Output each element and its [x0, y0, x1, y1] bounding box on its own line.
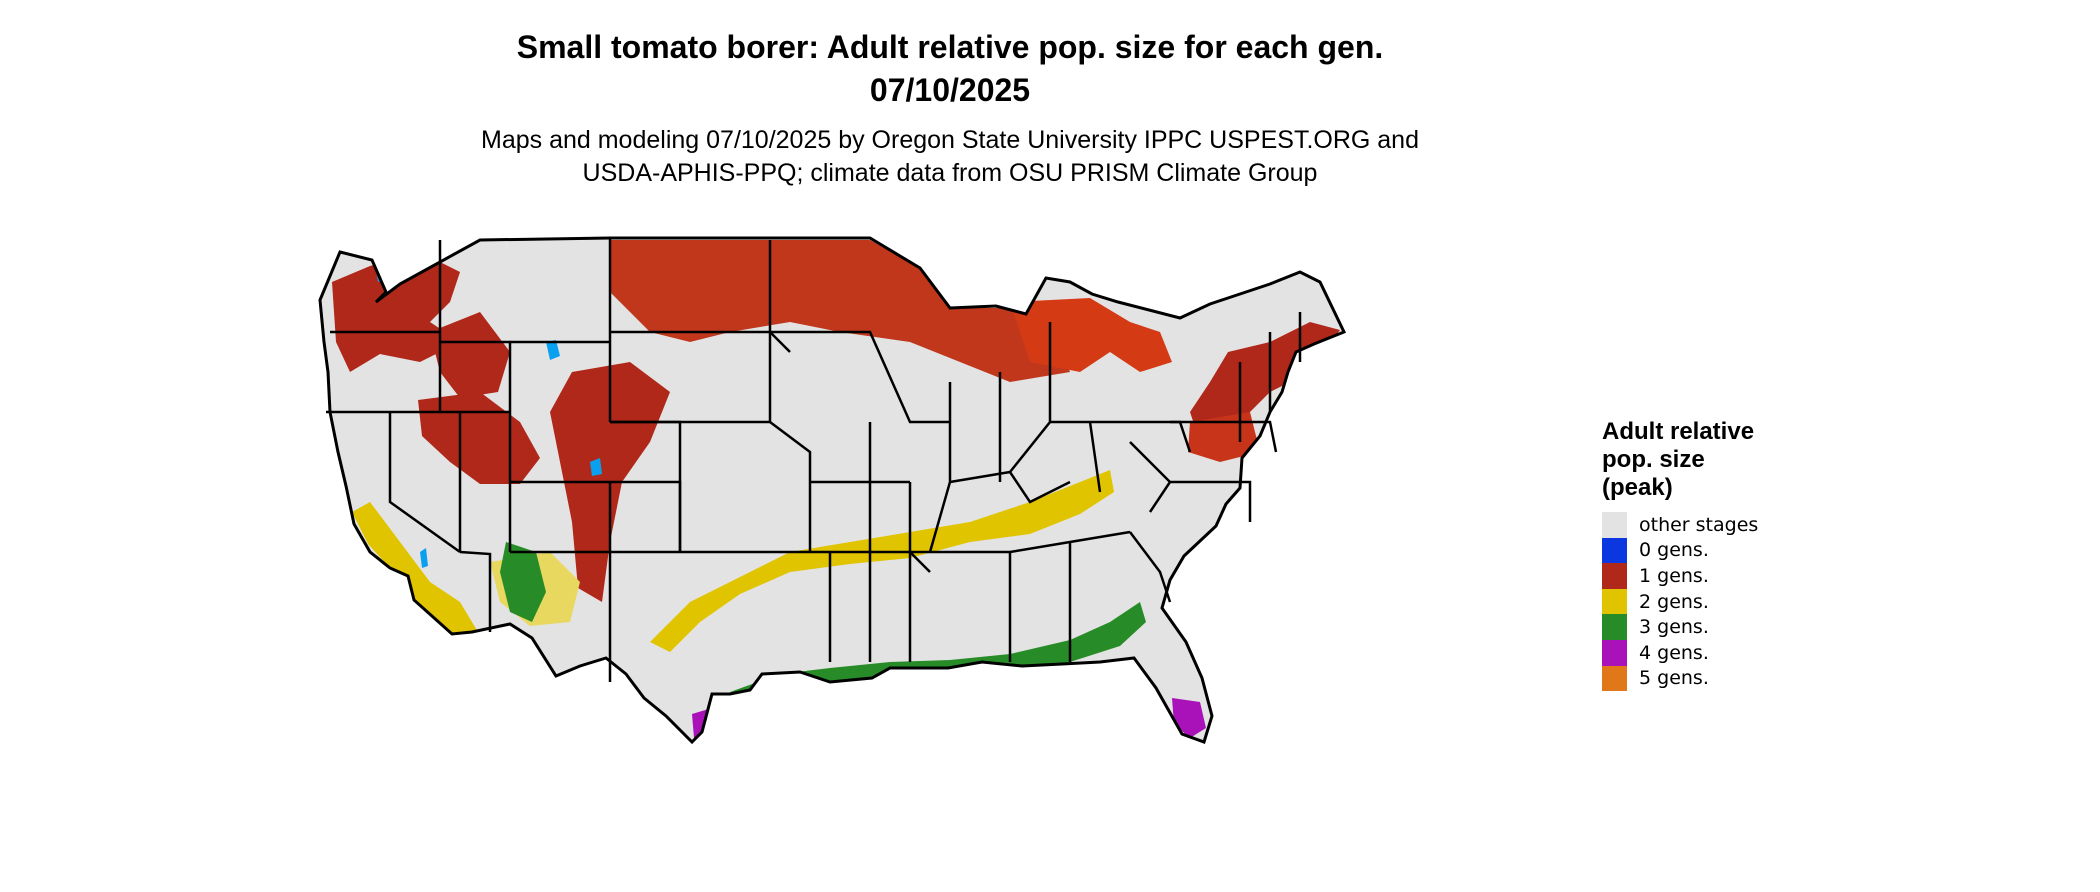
legend-item-5-gens: 5 gens.	[1602, 665, 1758, 692]
legend-title-line: Adult relative	[1602, 418, 1755, 445]
us-map	[318, 236, 1347, 745]
legend-swatch	[1602, 639, 1627, 666]
zone-2gen-central-belt	[650, 470, 1114, 652]
legend-swatch	[1602, 512, 1627, 538]
legend-swatch	[1602, 614, 1627, 640]
legend-item-4-gens: 4 gens.	[1602, 639, 1758, 666]
legend-label: 1 gens.	[1639, 564, 1709, 587]
title-line-1: Small tomato borer: Adult relative pop. …	[516, 29, 1384, 65]
legend-label: 3 gens.	[1639, 616, 1709, 639]
legend-swatch	[1602, 588, 1627, 615]
legend-title-line: pop. size	[1602, 446, 1705, 473]
zone-1gen-idaho-montana	[430, 312, 510, 398]
legend-title-line: (peak)	[1602, 474, 1673, 501]
subtitle-line-2: USDA-APHIS-PPQ; climate data from OSU PR…	[582, 159, 1318, 187]
zone-1gen-pennsylvania	[1188, 412, 1260, 462]
state-borders	[326, 238, 1302, 682]
legend-label: 4 gens.	[1639, 641, 1709, 664]
legend-label: 0 gens.	[1639, 539, 1709, 562]
title-date: 07/10/2025	[869, 72, 1031, 108]
legend-item-0-gens: 0 gens.	[1602, 537, 1758, 564]
legend-label: other stages	[1639, 513, 1759, 536]
zone-1gen-northwest	[332, 252, 460, 372]
subtitle-line-1: Maps and modeling 07/10/2025 by Oregon S…	[481, 126, 1419, 154]
legend-swatch	[1602, 665, 1627, 692]
zone-3gen-arizona	[500, 542, 546, 622]
zone-3gen-gulf-coast	[730, 602, 1146, 706]
zone-1gen-northern-plains	[610, 240, 1070, 382]
legend-item-3-gens: 3 gens.	[1602, 614, 1758, 640]
legend-label: 2 gens.	[1639, 590, 1709, 613]
legend-label: 5 gens.	[1639, 667, 1709, 690]
legend-item-1-gens: 1 gens.	[1602, 563, 1758, 589]
map-subtitle: Maps and modeling 07/10/2025 by Oregon S…	[0, 124, 1900, 190]
legend-item-2-gens: 2 gens.	[1602, 588, 1758, 615]
zone-4gen-south-florida	[1172, 698, 1206, 738]
map-title: Small tomato borer: Adult relative pop. …	[0, 26, 1900, 112]
legend-item-other-stages: other stages	[1602, 512, 1758, 538]
legend-swatch	[1602, 537, 1627, 564]
legend-title: Adult relative pop. size (peak)	[1602, 418, 1758, 502]
legend-swatch	[1602, 563, 1627, 589]
legend: Adult relative pop. size (peak) other st…	[1602, 418, 1758, 692]
zone-2gen-california	[352, 502, 478, 634]
